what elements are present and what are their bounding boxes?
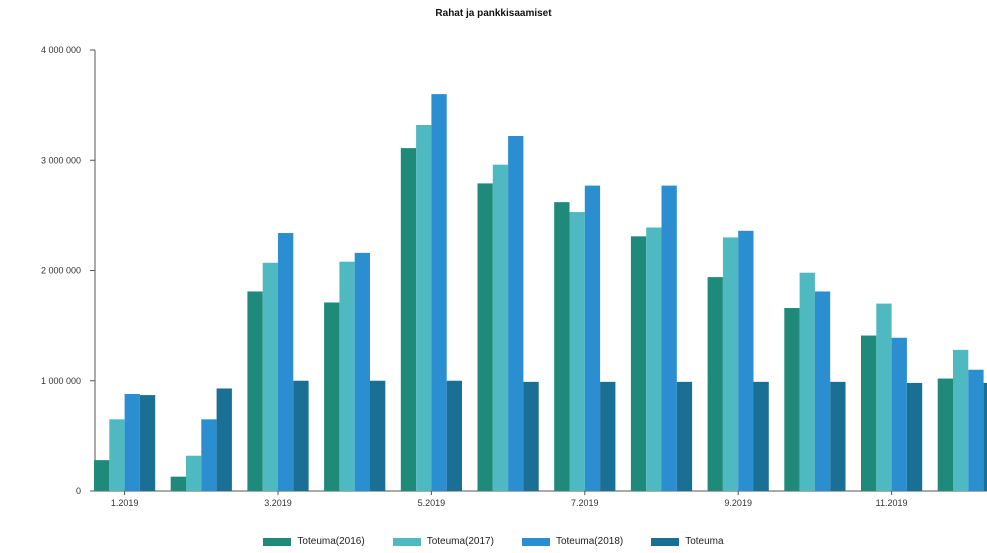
bar-toteuma-2018--6-2019: [508, 136, 523, 491]
bar-toteuma-11-2019: [907, 383, 922, 491]
x-tick-label: 7.2019: [571, 498, 599, 508]
bar-toteuma-2017--8-2019: [646, 228, 661, 491]
y-tick-label: 3 000 000: [41, 155, 81, 165]
bar-toteuma-2-2019: [217, 388, 232, 491]
legend-label: Toteuma(2016): [297, 536, 364, 547]
bar-toteuma-2018--12-2019: [968, 370, 983, 491]
bar-toteuma-2018--9-2019: [738, 231, 753, 491]
x-axis: 1.2019 3.2019 5.2019 7.2019 9.2019 11.2019: [95, 491, 987, 508]
bar-toteuma-2017--11-2019: [876, 304, 891, 491]
bar-toteuma-2017--6-2019: [493, 165, 508, 491]
x-tick-label: 1.2019: [111, 498, 139, 508]
x-tick-label: 9.2019: [724, 498, 752, 508]
bar-toteuma-2017--2-2019: [186, 456, 201, 491]
bar-toteuma-2018--11-2019: [892, 338, 907, 491]
legend-item[interactable]: Toteuma(2016): [263, 536, 364, 547]
bar-toteuma-3-2019: [293, 381, 308, 491]
bars-group: [94, 94, 987, 491]
y-tick-label: 0: [76, 486, 81, 496]
y-tick-label: 2 000 000: [41, 266, 81, 276]
bar-toteuma-9-2019: [754, 382, 769, 491]
bar-toteuma-2018--7-2019: [585, 186, 600, 491]
bar-toteuma-2017--10-2019: [800, 273, 815, 491]
legend-swatch: [651, 538, 679, 546]
bar-toteuma-2016--3-2019: [247, 291, 262, 491]
bar-toteuma-2016--7-2019: [554, 202, 569, 491]
bar-toteuma-10-2019: [830, 382, 845, 491]
bar-toteuma-2018--8-2019: [662, 186, 677, 491]
bar-toteuma-2018--5-2019: [431, 94, 446, 491]
bar-toteuma-2018--1-2019: [125, 394, 140, 491]
legend-item[interactable]: Toteuma(2017): [393, 536, 494, 547]
y-tick-label: 1 000 000: [41, 376, 81, 386]
bar-toteuma-12-2019: [984, 383, 987, 491]
legend-swatch: [263, 538, 291, 546]
bar-toteuma-7-2019: [600, 382, 615, 491]
bar-toteuma-2016--1-2019: [94, 460, 109, 491]
legend-item[interactable]: Toteuma: [651, 536, 723, 547]
bar-toteuma-2016--8-2019: [631, 236, 646, 491]
bar-toteuma-2016--12-2019: [938, 379, 953, 491]
bar-toteuma-5-2019: [447, 381, 462, 491]
legend-label: Toteuma(2018): [556, 536, 623, 547]
bar-toteuma-2017--12-2019: [953, 350, 968, 491]
legend-label: Toteuma: [685, 536, 723, 547]
bar-toteuma-2017--9-2019: [723, 237, 738, 491]
bar-toteuma-2017--3-2019: [263, 263, 278, 491]
legend-swatch: [522, 538, 550, 546]
legend-label: Toteuma(2017): [427, 536, 494, 547]
bar-toteuma-2017--1-2019: [109, 419, 124, 491]
bar-toteuma-2016--4-2019: [324, 302, 339, 491]
bar-toteuma-2016--2-2019: [171, 477, 186, 491]
bar-toteuma-2017--7-2019: [570, 212, 585, 491]
x-tick-label: 3.2019: [264, 498, 292, 508]
bar-toteuma-2016--9-2019: [708, 277, 723, 491]
legend-swatch: [393, 538, 421, 546]
x-tick-label: 11.2019: [876, 498, 908, 508]
y-axis: 0 1 000 000 2 000 000 3 000 000 4 000 000: [41, 45, 95, 496]
bar-toteuma-2018--10-2019: [815, 291, 830, 491]
bar-toteuma-1-2019: [140, 395, 155, 491]
bar-toteuma-2018--3-2019: [278, 233, 293, 491]
bar-toteuma-2016--10-2019: [784, 308, 799, 491]
bar-toteuma-2017--5-2019: [416, 125, 431, 491]
bar-toteuma-2016--11-2019: [861, 336, 876, 491]
bar-toteuma-2016--5-2019: [401, 148, 416, 491]
legend: Toteuma(2016) Toteuma(2017) Toteuma(2018) T…: [0, 536, 987, 547]
bar-toteuma-6-2019: [523, 382, 538, 491]
bar-toteuma-2018--4-2019: [355, 253, 370, 491]
y-tick-label: 4 000 000: [41, 45, 81, 55]
bar-toteuma-2017--4-2019: [339, 262, 354, 491]
bar-toteuma-2016--6-2019: [478, 183, 493, 491]
bar-toteuma-4-2019: [370, 381, 385, 491]
legend-item[interactable]: Toteuma(2018): [522, 536, 623, 547]
bar-toteuma-8-2019: [677, 382, 692, 491]
x-tick-label: 5.2019: [418, 498, 446, 508]
bar-toteuma-2018--2-2019: [201, 419, 216, 491]
